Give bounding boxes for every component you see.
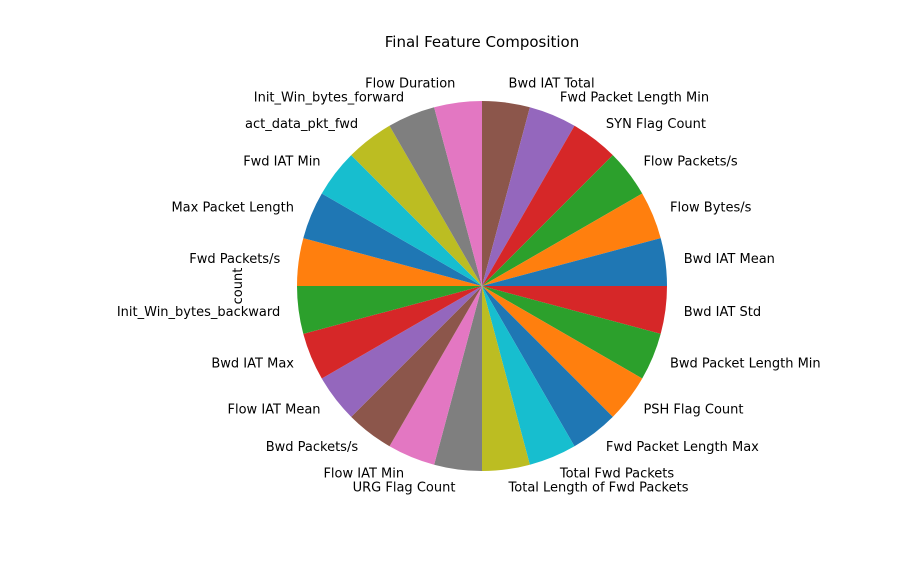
pie-label-flow-duration: Flow Duration: [365, 77, 455, 92]
pie-slice-bwd-iat-max: [303, 286, 482, 379]
pie-slice-flow-bytes-s: [482, 193, 661, 286]
pie-label-fwd-packets-s: Fwd Packets/s: [189, 252, 280, 267]
pie-slice-flow-iat-mean: [321, 286, 482, 417]
pie-slice-fwd-iat-min: [321, 155, 482, 286]
pie-slice-flow-iat-min: [389, 286, 482, 465]
pie-slice-act-data-pkt-fwd: [351, 125, 482, 286]
pie-slice-total-length-of-fwd-packets: [482, 286, 530, 471]
pie-label-max-packet-length: Max Packet Length: [171, 201, 294, 216]
pie-slice-flow-packets-s: [482, 155, 643, 286]
pie-label-flow-packets-s: Flow Packets/s: [643, 155, 737, 170]
pie-label-bwd-iat-std: Bwd IAT Std: [684, 305, 761, 320]
pie-slice-init-win-bytes-forward: [389, 107, 482, 287]
pie-slice-bwd-iat-std: [482, 286, 667, 334]
pie-slice-bwd-iat-total: [482, 101, 530, 286]
pie-slice-bwd-iat-mean: [482, 238, 667, 286]
pie-slice-fwd-packets-s: [297, 238, 482, 286]
pie-label-total-length-of-fwd-packets: Total Length of Fwd Packets: [508, 480, 689, 495]
pie-label-urg-flag-count: URG Flag Count: [353, 480, 456, 495]
pie-slice-urg-flag-count: [434, 286, 482, 471]
pie-label-bwd-iat-max: Bwd IAT Max: [211, 356, 294, 371]
pie-label-syn-flag-count: SYN Flag Count: [606, 117, 706, 132]
pie-label-total-fwd-packets: Total Fwd Packets: [559, 467, 675, 482]
pie-label-bwd-packet-length-min: Bwd Packet Length Min: [670, 356, 821, 371]
pie-label-init-win-bytes-backward: Init_Win_bytes_backward: [117, 305, 280, 320]
pie-label-psh-flag-count: PSH Flag Count: [643, 402, 743, 417]
pie-label-flow-bytes-s: Flow Bytes/s: [670, 201, 752, 216]
pie-slice-init-win-bytes-backward: [297, 286, 482, 334]
pie-slice-flow-duration: [434, 101, 482, 286]
pie-label-act-data-pkt-fwd: act_data_pkt_fwd: [245, 117, 358, 132]
pie-label-bwd-iat-mean: Bwd IAT Mean: [684, 252, 775, 267]
pie-label-fwd-packet-length-max: Fwd Packet Length Max: [606, 440, 759, 455]
pie-slice-fwd-packet-length-max: [482, 286, 613, 447]
pie-label-init-win-bytes-forward: Init_Win_bytes_forward: [254, 90, 404, 105]
pie-slice-bwd-packets-s: [351, 286, 482, 447]
pie-slices: [297, 101, 667, 471]
pie-label-flow-iat-min: Flow IAT Min: [323, 467, 404, 482]
pie-slice-syn-flag-count: [482, 125, 613, 286]
pie-slice-bwd-packet-length-min: [482, 286, 661, 379]
pie-label-fwd-packet-length-min: Fwd Packet Length Min: [560, 90, 709, 105]
pie-label-bwd-iat-total: Bwd IAT Total: [509, 77, 595, 92]
pie-slice-psh-flag-count: [482, 286, 643, 417]
y-axis-label: count: [231, 268, 246, 305]
pie-label-bwd-packets-s: Bwd Packets/s: [266, 440, 359, 455]
pie-label-fwd-iat-min: Fwd IAT Min: [243, 155, 320, 170]
pie-label-flow-iat-mean: Flow IAT Mean: [228, 402, 321, 417]
pie-slice-total-fwd-packets: [482, 286, 575, 465]
pie-slice-fwd-packet-length-min: [482, 107, 575, 287]
chart-title: Final Feature Composition: [385, 33, 579, 51]
pie-slice-max-packet-length: [303, 193, 482, 286]
